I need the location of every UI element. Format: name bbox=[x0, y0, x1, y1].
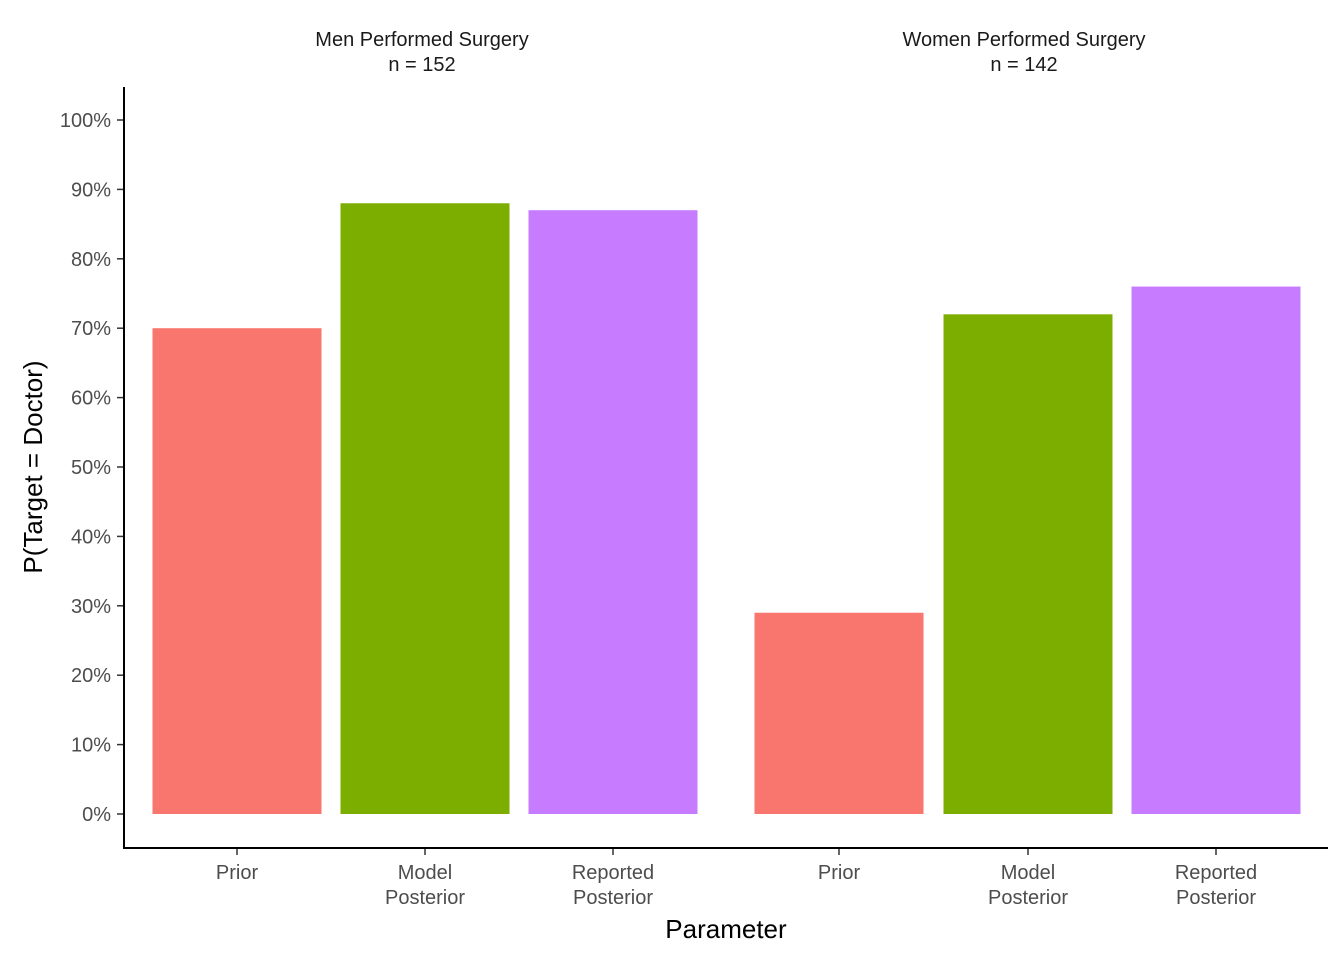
x-tick-label: Reported Posterior bbox=[1175, 862, 1257, 909]
y-tick-label: 0% bbox=[82, 804, 111, 826]
facet-title: Women Performed Surgery bbox=[902, 29, 1145, 51]
facet-panel: Women Performed Surgery n = 142 Prior Model… bbox=[754, 29, 1301, 909]
facet-panel: Men Performed Surgery n = 152 Prior Model Po… bbox=[152, 29, 698, 909]
y-tick-label: 90% bbox=[71, 179, 111, 201]
bar bbox=[943, 314, 1113, 814]
bar bbox=[1131, 286, 1301, 814]
y-axis: 0% 10% 20% 30% 40% 50% 60% 70% 80% 90% 100% bbox=[60, 110, 124, 826]
facet-subtitle: n = 152 bbox=[388, 54, 455, 76]
y-tick-label: 20% bbox=[71, 665, 111, 687]
y-tick-label: 70% bbox=[71, 318, 111, 340]
bar bbox=[340, 203, 510, 814]
bar bbox=[152, 328, 322, 814]
y-tick-label: 30% bbox=[71, 596, 111, 618]
y-tick-label: 100% bbox=[60, 110, 111, 132]
y-axis-title: P(Target = Doctor) bbox=[18, 360, 48, 573]
x-tick-label: Prior bbox=[818, 862, 861, 884]
y-tick-label: 50% bbox=[71, 457, 111, 479]
x-tick-label: Model Posterior bbox=[988, 862, 1068, 909]
x-tick-label: Prior bbox=[216, 862, 259, 884]
x-tick-label: Model Posterior bbox=[385, 862, 465, 909]
bar bbox=[528, 210, 698, 815]
y-tick-label: 10% bbox=[71, 735, 111, 757]
facet-subtitle: n = 142 bbox=[990, 54, 1057, 76]
y-tick-label: 60% bbox=[71, 388, 111, 410]
y-tick-label: 40% bbox=[71, 526, 111, 548]
chart-panels: Men Performed Surgery n = 152 Prior Model Po… bbox=[152, 29, 1301, 909]
x-tick-label: Reported Posterior bbox=[572, 862, 654, 909]
x-axis-title: Parameter bbox=[665, 914, 787, 944]
y-tick-label: 80% bbox=[71, 249, 111, 271]
facet-title: Men Performed Surgery bbox=[315, 29, 528, 51]
bar bbox=[754, 612, 924, 814]
